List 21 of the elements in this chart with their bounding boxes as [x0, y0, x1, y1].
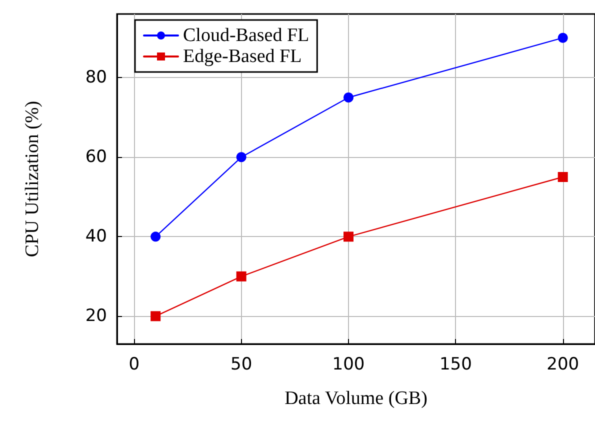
- y-tick-label: 20: [85, 306, 107, 326]
- x-tick-label: 150: [439, 354, 472, 374]
- x-axis-title: Data Volume (GB): [284, 388, 428, 409]
- legend-label: Cloud-Based FL: [183, 25, 310, 46]
- point: [558, 172, 568, 182]
- point: [236, 271, 246, 282]
- point: [558, 32, 568, 43]
- x-tick-label: 100: [332, 354, 365, 374]
- point: [344, 92, 354, 102]
- x-tick-label: 50: [230, 354, 252, 374]
- y-tick-label: 60: [85, 147, 107, 168]
- point: [236, 152, 246, 162]
- point: [150, 311, 161, 322]
- point: [150, 232, 161, 242]
- y-tick-label: 80: [85, 68, 107, 88]
- x-tick-label: 200: [546, 354, 580, 374]
- x-tick-label: 0: [128, 354, 140, 374]
- y-tick-label: 40: [85, 226, 107, 247]
- legend-label: Edge-Based FL: [183, 46, 302, 67]
- y-axis-title: CPU Utilization (%): [22, 100, 43, 258]
- point: [344, 232, 354, 242]
